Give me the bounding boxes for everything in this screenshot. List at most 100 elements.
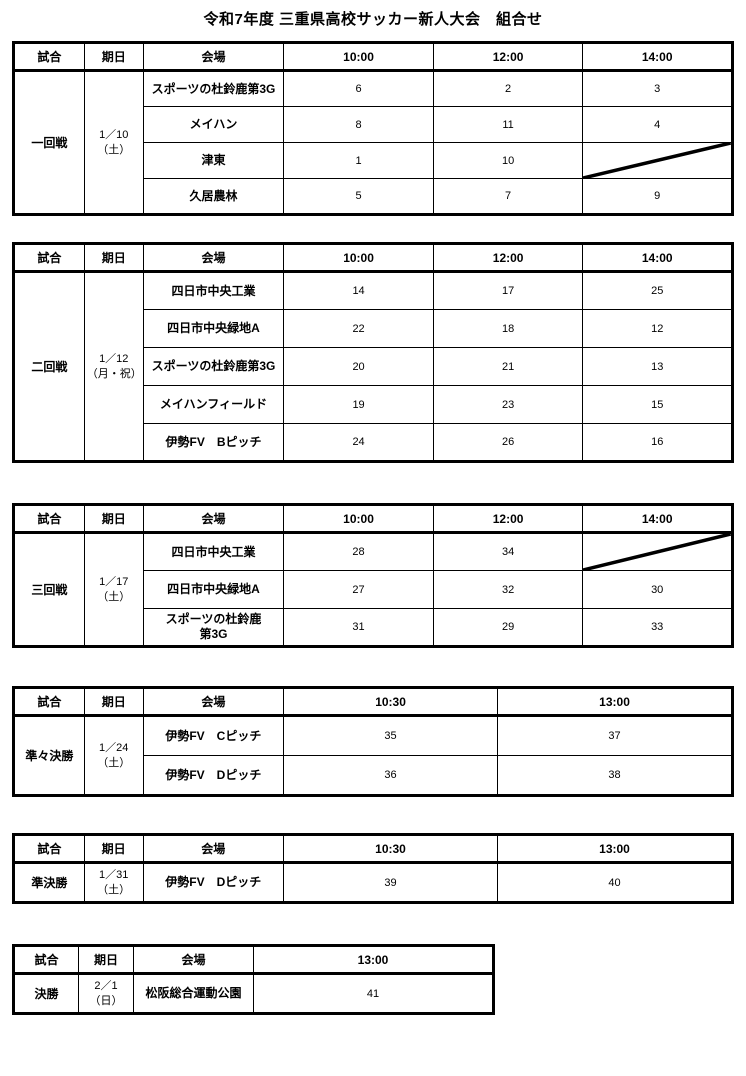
table-row: メイハンフィールド 19 23 15 <box>14 385 733 424</box>
time-slot-header: 14:00 <box>582 243 733 273</box>
diagonal-strike-line <box>583 534 731 570</box>
table-row: 伊勢FV Dピッチ 36 38 <box>14 755 733 796</box>
match-number-cell: 10 <box>432 142 584 179</box>
match-number-cell: 27 <box>283 570 434 609</box>
table-header-row: 試合 期日 会場 10:00 12:00 14:00 <box>13 243 733 273</box>
schedule-table-final: 試合 期日 会場 13:00 決勝 2／1 （日） 松阪総合運動公園 41 <box>12 944 495 1015</box>
venue-cell: 四日市中央緑地A <box>142 309 285 348</box>
venue-column-header: 会場 <box>142 687 285 717</box>
match-number-cell: 6 <box>283 70 434 107</box>
schedule-table-second-round: 試合 期日 会場 10:00 12:00 14:00 二回戦 1／12 （月・祝… <box>12 242 734 463</box>
match-number-cell: 11 <box>432 106 584 143</box>
time-slot-header: 13:00 <box>253 945 494 975</box>
venue-cell: スポーツの杜鈴鹿第3G <box>142 70 285 107</box>
schedule-table-semifinals: 試合 期日 会場 10:30 13:00 準決勝 1／31 （土） 伊勢FV D… <box>12 833 734 904</box>
venue-cell: 四日市中央緑地A <box>142 570 285 609</box>
venue-cell: 伊勢FV Cピッチ <box>142 715 285 756</box>
page-title: 令和7年度 三重県高校サッカー新人大会 組合せ <box>203 11 543 28</box>
match-number-cell: 21 <box>432 347 584 386</box>
match-number-cell: 40 <box>497 862 733 903</box>
time-slot-header: 10:30 <box>282 834 499 864</box>
match-number-cell: 32 <box>432 570 584 609</box>
table-row: 二回戦 1／12 （月・祝） 四日市中央工業 14 17 25 <box>13 271 733 462</box>
table-header-row: 試合 期日 会場 13:00 <box>13 945 494 975</box>
round-name-cell: 決勝 <box>13 973 79 1014</box>
diagonal-strike-line <box>583 143 731 178</box>
match-number-cell: 2 <box>432 70 584 107</box>
match-number-cell: 23 <box>432 385 584 424</box>
match-date-cell: 1／17 （土） <box>83 532 144 647</box>
match-number-cell: 3 <box>582 70 733 107</box>
match-number-cell: 19 <box>283 385 434 424</box>
table-row: 決勝 2／1 （日） 松阪総合運動公園 41 <box>13 973 494 1014</box>
venue-cell: 伊勢FV Bピッチ <box>142 423 285 462</box>
match-date-cell: 2／1 （日） <box>78 973 134 1014</box>
match-date-cell: 1／10 （土） <box>83 70 144 215</box>
match-number-cell: 33 <box>582 608 733 647</box>
match-number-cell: 30 <box>582 570 733 609</box>
match-number-cell: 13 <box>582 347 733 386</box>
match-column-header: 試合 <box>13 243 85 273</box>
venue-cell: メイハンフィールド <box>142 385 285 424</box>
venue-cell: スポーツの杜鈴鹿 第3G <box>142 608 285 647</box>
match-number-cell: 41 <box>253 973 494 1014</box>
match-number-cell: 25 <box>582 271 733 310</box>
time-slot-header: 13:00 <box>497 687 733 717</box>
match-number-cell: 36 <box>283 755 499 796</box>
table-row: 四日市中央緑地A 27 32 30 <box>14 570 733 609</box>
match-number-cell: 37 <box>497 715 733 756</box>
match-column-header: 試合 <box>13 504 85 534</box>
round-name-cell: 準々決勝 <box>13 715 85 796</box>
match-number-cell: 31 <box>283 608 434 647</box>
time-slot-header: 14:00 <box>582 42 733 72</box>
table-row: スポーツの杜鈴鹿 第3G 31 29 33 <box>14 608 733 647</box>
match-number-cell: 34 <box>432 532 584 571</box>
venue-cell: スポーツの杜鈴鹿第3G <box>142 347 285 386</box>
round-name-cell: 二回戦 <box>13 271 85 462</box>
schedule-table-first-round: 試合 期日 会場 10:00 12:00 14:00 一回戦 1／10 （土） … <box>12 41 734 216</box>
table-row: 準決勝 1／31 （土） 伊勢FV Dピッチ 39 40 <box>13 862 733 903</box>
table-row: 一回戦 1／10 （土） スポーツの杜鈴鹿第3G 6 2 3 <box>13 70 733 215</box>
date-column-header: 期日 <box>83 504 144 534</box>
match-column-header: 試合 <box>13 42 85 72</box>
venue-column-header: 会場 <box>142 42 285 72</box>
table-row: 久居農林 5 7 9 <box>14 178 733 215</box>
match-column-header: 試合 <box>13 945 79 975</box>
match-number-cell: 29 <box>432 608 584 647</box>
match-number-cell: 35 <box>283 715 499 756</box>
venue-cell: メイハン <box>142 106 285 143</box>
venue-column-header: 会場 <box>133 945 254 975</box>
match-number-cell: 9 <box>582 178 733 215</box>
time-slot-header: 14:00 <box>582 504 733 534</box>
date-column-header: 期日 <box>78 945 134 975</box>
round-name-cell: 一回戦 <box>13 70 85 215</box>
match-number-cell: 14 <box>283 271 434 310</box>
venue-column-header: 会場 <box>142 834 284 864</box>
match-number-cell: 17 <box>432 271 584 310</box>
match-number-cell: 24 <box>283 423 434 462</box>
venue-cell: 伊勢FV Dピッチ <box>142 862 284 903</box>
time-slot-header: 10:30 <box>283 687 499 717</box>
match-number-cell: 16 <box>582 423 733 462</box>
table-row: 津東 1 10 <box>14 142 733 179</box>
match-number-cell: 22 <box>283 309 434 348</box>
schedule-table-quarterfinals: 試合 期日 会場 10:30 13:00 準々決勝 1／24 （土） 伊勢FV … <box>12 686 734 797</box>
time-slot-header: 10:00 <box>283 42 434 72</box>
table-header-row: 試合 期日 会場 10:00 12:00 14:00 <box>13 42 733 72</box>
match-number-cell: 28 <box>283 532 434 571</box>
table-row: メイハン 8 11 4 <box>14 106 733 143</box>
match-number-cell: 20 <box>283 347 434 386</box>
match-number-cell: 18 <box>432 309 584 348</box>
match-column-header: 試合 <box>13 834 85 864</box>
match-date-cell: 1／31 （土） <box>83 862 144 903</box>
match-number-cell: 26 <box>432 423 584 462</box>
match-number-cell: 12 <box>582 309 733 348</box>
venue-cell: 久居農林 <box>142 178 285 215</box>
time-slot-header: 12:00 <box>432 504 584 534</box>
venue-column-header: 会場 <box>142 504 285 534</box>
date-column-header: 期日 <box>83 243 144 273</box>
venue-cell: 松阪総合運動公園 <box>133 973 254 1014</box>
crossed-out-cell <box>582 142 733 179</box>
table-header-row: 試合 期日 会場 10:30 13:00 <box>13 834 733 864</box>
